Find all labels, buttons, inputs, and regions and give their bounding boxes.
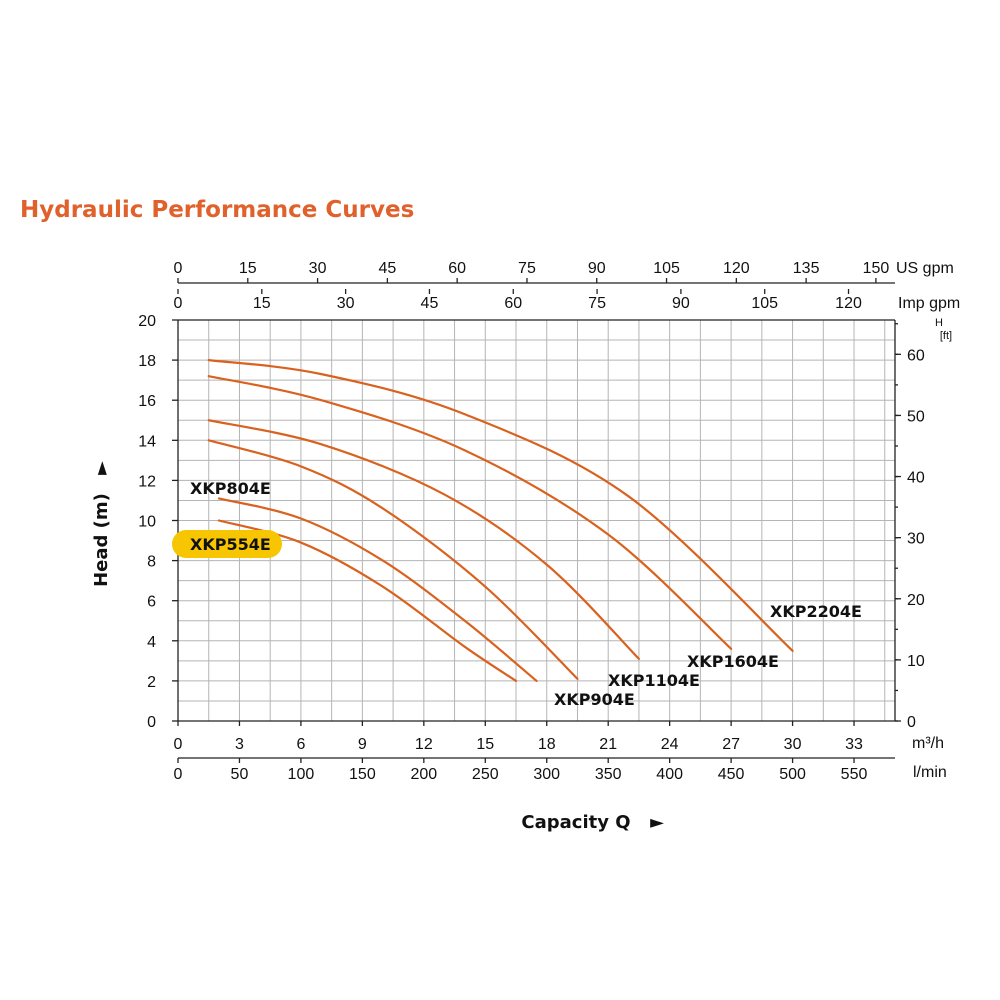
us-gpm-tick-label: 105: [653, 260, 680, 277]
ft-tick-label: 30: [907, 531, 925, 548]
axes: [172, 278, 901, 763]
imp-gpm-tick-label: 90: [672, 295, 690, 312]
y-axis-title: Head (m) ►: [91, 461, 112, 587]
x-tick-label: 24: [661, 736, 679, 753]
x-tick-label: 3: [235, 736, 244, 753]
highlight-badge: [172, 530, 282, 558]
ft-tick-label: 60: [907, 347, 925, 364]
curve-xkp2204e: [207, 359, 794, 652]
y-tick-label: 12: [138, 473, 156, 490]
x-axis-title: Capacity Q ►: [521, 812, 664, 833]
y-tick-label: 8: [147, 554, 156, 571]
x-tick-label: 21: [599, 736, 617, 753]
imp-gpm-tick-label: 75: [588, 295, 606, 312]
label-xkp904e: XKP904E: [554, 690, 635, 709]
lpm-tick-label: 150: [349, 766, 376, 783]
imp-gpm-tick-label: 60: [504, 295, 522, 312]
ft-tick-label: 20: [907, 592, 925, 609]
grid-lines: [177, 319, 896, 722]
x-axis-label: Capacity Q: [521, 812, 630, 833]
label-xkp1604e: XKP1604E: [687, 652, 779, 671]
us-gpm-tick-label: 135: [793, 260, 820, 277]
y-tick-label: 16: [138, 393, 156, 410]
y-tick-label: 4: [147, 634, 156, 651]
imp-gpm-tick-label: 45: [421, 295, 439, 312]
lpm-tick-label: 400: [656, 766, 683, 783]
x-tick-label: 12: [415, 736, 433, 753]
x-tick-label: 9: [358, 736, 367, 753]
head-ft-unit-top: H: [935, 317, 943, 329]
series-curves: [207, 359, 794, 682]
curve-xkp804e: [217, 497, 538, 682]
curve-xkp1604e: [207, 375, 733, 650]
lpm-tick-label: 550: [841, 766, 868, 783]
y-tick-label: 2: [147, 674, 156, 691]
m3h-unit-label: m³/h: [912, 735, 944, 752]
imp-gpm-tick-label: 105: [751, 295, 778, 312]
us-gpm-tick-label: 15: [239, 260, 257, 277]
lpm-tick-label: 50: [231, 766, 249, 783]
lpm-tick-label: 500: [779, 766, 806, 783]
ft-tick-label: 10: [907, 653, 925, 670]
x-axis-arrow: ►: [650, 812, 664, 833]
lpm-tick-label: 300: [533, 766, 560, 783]
x-tick-label: 27: [722, 736, 740, 753]
us-gpm-tick-label: 0: [174, 260, 183, 277]
lpm-tick-label: 350: [595, 766, 622, 783]
ft-tick-label: 50: [907, 408, 925, 425]
imp-gpm-tick-label: 30: [337, 295, 355, 312]
x-tick-label: 0: [174, 736, 183, 753]
label-xkp804e: XKP804E: [190, 479, 271, 498]
us-gpm-unit-label: US gpm: [896, 260, 954, 277]
imp-gpm-tick-label: 120: [835, 295, 862, 312]
x-tick-label: 6: [296, 736, 305, 753]
y-tick-label: 20: [138, 313, 156, 330]
x-tick-label: 30: [784, 736, 802, 753]
lpm-tick-label: 200: [410, 766, 437, 783]
y-tick-label: 14: [138, 433, 156, 450]
label-xkp2204e: XKP2204E: [770, 602, 862, 621]
ft-tick-label: 0: [907, 714, 916, 731]
us-gpm-tick-label: 30: [309, 260, 327, 277]
us-gpm-tick-label: 90: [588, 260, 606, 277]
y-tick-label: 0: [147, 714, 156, 731]
y-axis-arrow: ►: [91, 461, 112, 475]
lpm-tick-label: 0: [174, 766, 183, 783]
us-gpm-tick-label: 150: [863, 260, 890, 277]
curve-xkp904e: [207, 439, 579, 680]
y-tick-label: 6: [147, 594, 156, 611]
lpm-unit-label: l/min: [913, 764, 947, 781]
label-xkp554e: XKP554E: [190, 535, 271, 554]
lpm-tick-label: 100: [288, 766, 315, 783]
chart-title: Hydraulic Performance Curves: [20, 197, 414, 223]
imp-gpm-unit-label: Imp gpm: [898, 295, 960, 312]
y-tick-label: 10: [138, 514, 156, 531]
us-gpm-tick-label: 60: [448, 260, 466, 277]
head-ft-unit-bottom: [ft]: [940, 330, 952, 342]
label-xkp1104e: XKP1104E: [608, 671, 700, 690]
us-gpm-tick-label: 45: [378, 260, 396, 277]
us-gpm-tick-label: 120: [723, 260, 750, 277]
imp-gpm-tick-label: 15: [253, 295, 271, 312]
us-gpm-tick-label: 75: [518, 260, 536, 277]
imp-gpm-tick-label: 0: [174, 295, 183, 312]
x-tick-label: 18: [538, 736, 556, 753]
x-tick-label: 15: [476, 736, 494, 753]
lpm-tick-label: 250: [472, 766, 499, 783]
y-axis-label: Head (m): [91, 493, 112, 587]
lpm-tick-label: 450: [718, 766, 745, 783]
x-tick-label: 33: [845, 736, 863, 753]
curve-xkp1104e: [207, 419, 641, 660]
ft-tick-label: 40: [907, 470, 925, 487]
y-tick-label: 18: [138, 353, 156, 370]
